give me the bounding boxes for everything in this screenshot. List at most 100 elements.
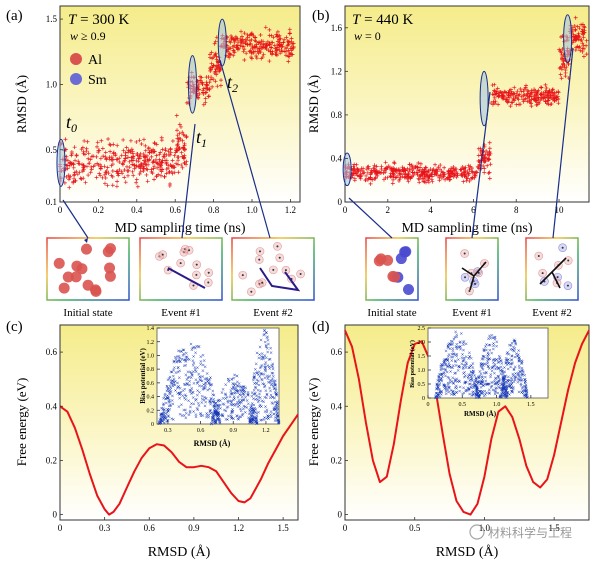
panel-d-inset-point bbox=[487, 382, 491, 386]
panel-c-inset-point bbox=[263, 332, 266, 336]
arrow-t2 bbox=[219, 59, 271, 239]
panel-b-point bbox=[470, 175, 475, 180]
panel-c-inset-point bbox=[176, 386, 179, 390]
panel-c-inset-point bbox=[211, 416, 214, 420]
panel-a-point bbox=[184, 162, 189, 167]
panel-b-point bbox=[558, 49, 563, 54]
panel-c-inset-axes: 0.3 0.6 0.9 1.200.20.40.60.81.01.21.4 bbox=[147, 326, 270, 434]
panel-c-inset-point bbox=[246, 393, 250, 397]
panel-b-xtick-label: 6 bbox=[471, 205, 476, 215]
panel-b-point bbox=[441, 174, 446, 179]
atom bbox=[399, 246, 411, 258]
panel-b-point bbox=[425, 173, 430, 178]
panel-b-point bbox=[406, 179, 411, 184]
panel-d-inset-point bbox=[512, 367, 516, 371]
panel-b-point bbox=[432, 172, 437, 177]
panel-c-inset-point bbox=[178, 396, 182, 400]
panel-b-point bbox=[405, 166, 410, 171]
panel-d-inset-point bbox=[464, 361, 468, 364]
panel-a-point bbox=[96, 150, 101, 155]
panel-b-point bbox=[512, 85, 517, 90]
panel-b-point bbox=[487, 157, 492, 162]
arrow-b-event2 bbox=[552, 47, 574, 239]
panel-d-inset-point bbox=[492, 344, 495, 348]
panel-a-point bbox=[156, 162, 161, 167]
panel-d-inset-point bbox=[501, 375, 505, 378]
panel-c-inset-point bbox=[274, 393, 278, 396]
panel-c-inset-point bbox=[167, 377, 171, 380]
panel-c-inset-point bbox=[255, 398, 259, 401]
panel-c-inset-point bbox=[212, 400, 216, 403]
panel-d-inset-point bbox=[490, 366, 494, 370]
panel-a-point bbox=[170, 138, 175, 143]
panel-c-inset-area bbox=[156, 327, 280, 425]
panel-c-inset-point bbox=[273, 387, 276, 390]
panel-c-inset-point bbox=[174, 357, 178, 361]
panel-d-inset-point bbox=[443, 367, 447, 371]
panel-d-inset-point bbox=[491, 336, 495, 340]
panel-c-inset-point bbox=[221, 414, 225, 418]
panel-d-inset-point bbox=[516, 380, 520, 384]
panel-d-inset-point bbox=[498, 369, 502, 372]
panel-b-point bbox=[390, 171, 395, 176]
panel-a-point bbox=[84, 164, 89, 169]
panel-c-inset-point bbox=[265, 346, 269, 350]
panel-d-inset-point bbox=[506, 375, 510, 379]
panel-b-point bbox=[584, 38, 589, 43]
panel-d-inset-point bbox=[441, 375, 444, 379]
panel-d-inset-point bbox=[451, 349, 455, 353]
panel-b-point bbox=[543, 82, 548, 87]
panel-b-point bbox=[482, 160, 487, 165]
panel-a-point bbox=[123, 156, 128, 161]
panel-d-inset-point bbox=[506, 367, 510, 371]
panel-b-point bbox=[465, 176, 470, 181]
panel-d-inset-point bbox=[505, 393, 509, 397]
panel-a-point bbox=[263, 41, 268, 46]
panel-c-inset-point bbox=[180, 350, 183, 353]
panel-a-point bbox=[154, 142, 159, 147]
panel-b-point bbox=[381, 171, 386, 176]
panel-c-inset-point bbox=[171, 394, 174, 398]
panel-a-point bbox=[218, 83, 223, 88]
panel-d-inset-point bbox=[487, 337, 490, 341]
panel-c-inset-point bbox=[170, 399, 174, 402]
panel-c-inset-point bbox=[238, 401, 242, 405]
atom-core bbox=[477, 271, 480, 274]
panel-a-point bbox=[84, 149, 89, 154]
panel-b-point bbox=[447, 177, 452, 182]
panel-c-inset-point bbox=[232, 417, 235, 421]
panel-d-inset-point bbox=[464, 374, 467, 378]
panel-a-bias-weight: w ≥ 0.9 bbox=[70, 29, 106, 43]
panel-b-point bbox=[430, 179, 435, 184]
panel-c-inset-point bbox=[257, 370, 261, 374]
panel-a-point bbox=[176, 162, 181, 167]
panel-a-point bbox=[108, 149, 113, 154]
panel-d-inset-point bbox=[451, 376, 455, 380]
panel-c-inset-point bbox=[269, 415, 273, 419]
panel-a-point bbox=[115, 157, 120, 162]
panel-b-point bbox=[580, 46, 585, 51]
panel-d-inset-point bbox=[474, 387, 478, 391]
panel-c-inset-point bbox=[257, 395, 261, 399]
panel-a-point bbox=[143, 143, 148, 148]
panel-a-xtick-label: 0.8 bbox=[208, 205, 220, 215]
panel-a-point bbox=[272, 43, 277, 48]
panel-a-point bbox=[273, 46, 278, 51]
panel-b-point bbox=[547, 95, 552, 100]
panel-b-point bbox=[572, 23, 577, 28]
panel-c-inset-ylabel: Bias potential (eV) bbox=[139, 348, 147, 404]
panel-c-inset-point bbox=[191, 363, 195, 367]
panel-d-inset-point bbox=[510, 354, 514, 358]
panel-b-point bbox=[436, 173, 441, 178]
panel-c-inset-point bbox=[258, 345, 262, 349]
panel-b-point bbox=[437, 178, 442, 183]
panel-a-marks bbox=[56, 18, 296, 190]
panel-d-inset-point bbox=[490, 384, 494, 388]
panel-b-point bbox=[351, 171, 356, 176]
panel-c-inset-point bbox=[199, 412, 203, 415]
panel-a-point bbox=[283, 53, 288, 58]
panel-d-inset-point bbox=[487, 367, 491, 370]
panel-c-inset-point bbox=[255, 382, 259, 386]
panel-a-point bbox=[137, 156, 142, 161]
wechat-icon bbox=[469, 524, 485, 540]
